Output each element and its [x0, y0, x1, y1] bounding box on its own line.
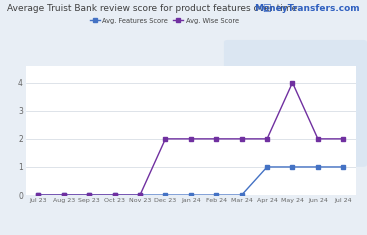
Text: ☐: ☐	[262, 4, 271, 14]
Text: MoneyTransfers.com: MoneyTransfers.com	[254, 4, 360, 12]
Legend: Avg. Features Score, Avg. Wise Score: Avg. Features Score, Avg. Wise Score	[87, 15, 242, 26]
Text: Average Truist Bank review score for product features over time: Average Truist Bank review score for pro…	[7, 4, 298, 12]
